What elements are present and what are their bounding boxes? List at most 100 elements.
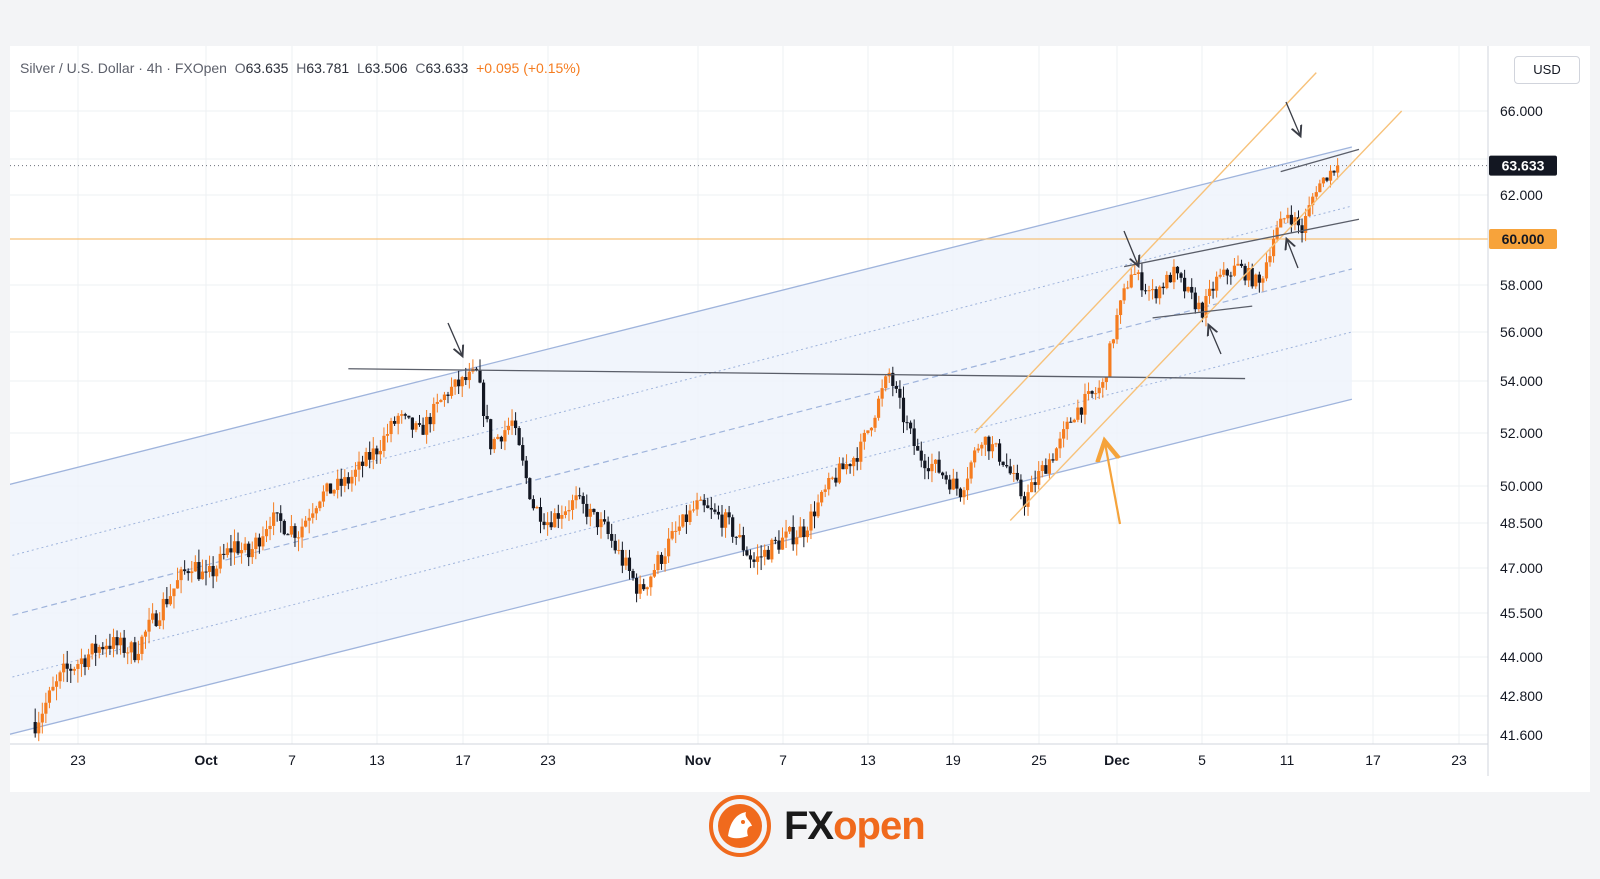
candle-up <box>830 477 834 479</box>
candle-up <box>414 423 418 430</box>
channel-lower-line <box>10 398 1353 735</box>
candle-down <box>556 513 560 519</box>
candle-up <box>371 448 375 460</box>
candle-down <box>1190 286 1194 293</box>
candle-up <box>129 642 133 653</box>
candle-up <box>1029 482 1034 493</box>
candle-down <box>1022 496 1027 507</box>
candle-up <box>400 414 404 416</box>
candle-up <box>1118 300 1123 316</box>
candle-down <box>1225 269 1229 276</box>
x-tick-label: Oct <box>194 752 218 768</box>
channel-upper-line <box>10 146 1353 485</box>
candle-up <box>314 508 318 514</box>
candle-down <box>513 420 518 429</box>
candle-down <box>165 598 169 605</box>
candle-down <box>766 549 770 560</box>
candle-up <box>844 464 849 470</box>
x-tick-label: 25 <box>1031 752 1047 768</box>
candle-up <box>859 441 863 462</box>
candle-down <box>610 533 614 541</box>
candle-up <box>151 613 155 620</box>
candle-down <box>1200 302 1205 318</box>
candle-down <box>581 496 585 504</box>
candle-up <box>350 476 354 484</box>
candle-up <box>784 531 788 538</box>
currency-button[interactable]: USD <box>1514 56 1580 84</box>
candle-up <box>962 490 966 498</box>
candle-up <box>820 491 824 503</box>
candle-down <box>528 478 532 500</box>
candle-up <box>1129 274 1133 288</box>
candle-up <box>588 508 592 517</box>
regression-channel <box>10 146 1353 735</box>
candle-down <box>368 452 372 460</box>
candle-up <box>332 489 336 494</box>
candle-down <box>912 428 916 447</box>
x-tick-label: 7 <box>779 752 787 768</box>
candle-up <box>691 509 696 511</box>
candle-up <box>168 596 173 605</box>
candle-up <box>147 619 151 632</box>
candle-up <box>44 702 48 714</box>
candle-up <box>1311 196 1315 206</box>
candle-down <box>1090 391 1094 394</box>
candle-down <box>631 570 635 578</box>
candle-up <box>980 444 984 449</box>
candle-down <box>727 512 731 518</box>
candle-down <box>282 520 286 535</box>
candle-up <box>492 438 496 450</box>
chart-panel[interactable]: 66.000 62.000 58.000 56.000 54.000 52.000 50.0… <box>10 46 1590 792</box>
candle-down <box>407 415 411 418</box>
candle-up <box>1261 278 1265 283</box>
candle-down <box>94 643 98 653</box>
candle-down <box>279 513 283 521</box>
candle-down <box>339 478 343 486</box>
candle-up <box>1197 302 1201 309</box>
candle-down <box>905 422 909 424</box>
y-tick-label: 44.000 <box>1500 649 1543 665</box>
candle-up <box>97 646 101 653</box>
candle-down <box>499 436 503 442</box>
candle-down <box>489 419 493 450</box>
candle-up <box>432 403 436 425</box>
candle-up <box>869 427 874 431</box>
candle-down <box>286 534 290 536</box>
x-tick-label: 7 <box>288 752 296 768</box>
candle-up <box>190 571 194 574</box>
y-tick-label: 54.000 <box>1500 373 1543 389</box>
candle-down <box>834 477 838 483</box>
candle-up <box>1222 269 1226 275</box>
x-tick-label: 13 <box>369 752 385 768</box>
candle-down <box>706 505 710 508</box>
candle-down <box>549 522 553 528</box>
candle-up <box>1218 274 1222 277</box>
candle-down <box>481 382 486 416</box>
price-chart[interactable]: 66.000 62.000 58.000 56.000 54.000 52.000 50.0… <box>10 46 1590 792</box>
candle-down <box>958 488 963 498</box>
lion-logo-icon <box>709 795 771 857</box>
candle-down <box>186 571 190 574</box>
candle-up <box>396 415 400 424</box>
candle-up <box>667 538 671 557</box>
candle-up <box>261 536 265 547</box>
resistance-line <box>348 368 1246 380</box>
candle-down <box>1161 286 1165 289</box>
candle-down <box>122 637 126 653</box>
orange-channel-upper <box>974 72 1317 434</box>
legend-change: +0.095 (+0.15%) <box>476 60 581 76</box>
candle-down <box>204 571 208 573</box>
candle-up <box>852 458 856 467</box>
candle-down <box>247 543 251 558</box>
legend-high-label: H <box>296 60 307 76</box>
candle-up <box>738 535 742 538</box>
candle-down <box>410 417 414 430</box>
candle-up <box>321 491 326 502</box>
candle-up <box>816 502 820 517</box>
candle-down <box>841 463 845 470</box>
candle-down <box>521 445 525 461</box>
candle-down <box>606 521 610 534</box>
candle-up <box>385 434 390 436</box>
candle-down <box>229 548 233 553</box>
candle-up <box>1111 339 1116 344</box>
